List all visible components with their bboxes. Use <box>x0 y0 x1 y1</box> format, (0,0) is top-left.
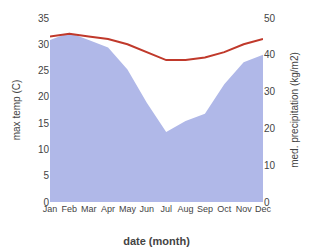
svg-text:15: 15 <box>38 118 50 129</box>
svg-text:May: May <box>119 204 137 214</box>
svg-text:Nov: Nov <box>236 204 253 214</box>
svg-text:50: 50 <box>264 13 276 24</box>
svg-text:Feb: Feb <box>62 204 78 214</box>
svg-text:10: 10 <box>38 144 50 155</box>
svg-text:med. precipitation (kg/m2): med. precipitation (kg/m2) <box>289 52 300 168</box>
svg-text:30: 30 <box>264 86 276 97</box>
svg-text:date (month): date (month) <box>123 235 190 247</box>
svg-text:Aug: Aug <box>178 204 194 214</box>
svg-text:25: 25 <box>38 65 50 76</box>
svg-text:Jan: Jan <box>43 204 58 214</box>
svg-text:Dec: Dec <box>255 204 272 214</box>
svg-text:10: 10 <box>264 160 276 171</box>
svg-text:5: 5 <box>43 170 49 181</box>
svg-text:20: 20 <box>38 91 50 102</box>
svg-text:40: 40 <box>264 49 276 60</box>
svg-text:Mar: Mar <box>81 204 97 214</box>
svg-text:35: 35 <box>38 13 50 24</box>
svg-text:Jun: Jun <box>140 204 155 214</box>
svg-text:0: 0 <box>43 197 49 208</box>
svg-text:30: 30 <box>38 39 50 50</box>
svg-text:20: 20 <box>264 123 276 134</box>
svg-text:0: 0 <box>264 197 270 208</box>
svg-text:Jul: Jul <box>160 204 172 214</box>
svg-text:Apr: Apr <box>101 204 115 214</box>
svg-text:max temp (C): max temp (C) <box>11 80 22 141</box>
svg-text:Sep: Sep <box>197 204 213 214</box>
svg-text:Oct: Oct <box>217 204 232 214</box>
